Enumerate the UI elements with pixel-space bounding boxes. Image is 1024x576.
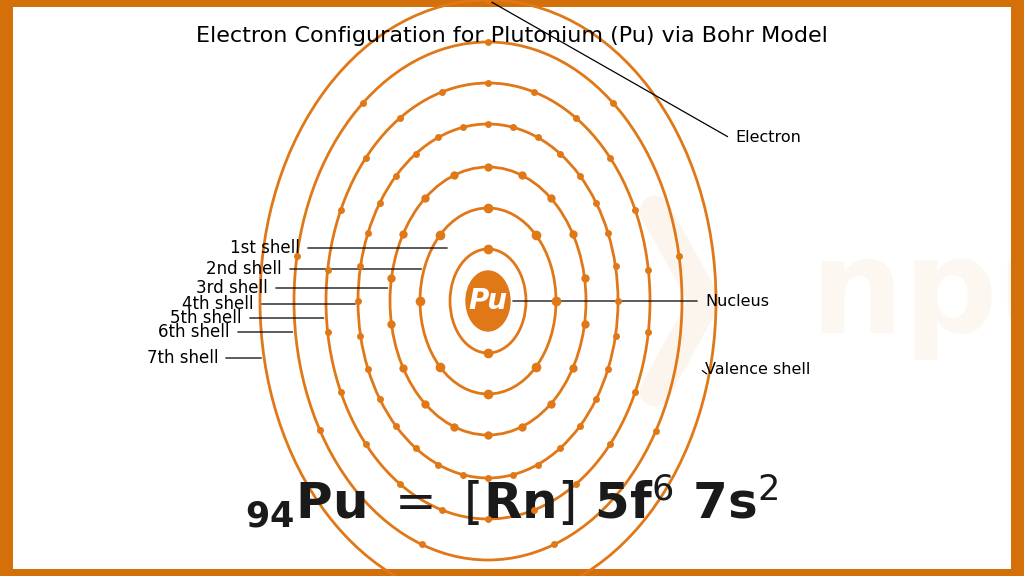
Text: 1st shell: 1st shell (230, 239, 300, 257)
Text: Valence shell: Valence shell (705, 362, 810, 377)
Ellipse shape (466, 271, 510, 331)
Text: 5th shell: 5th shell (171, 309, 242, 327)
Text: Electron: Electron (735, 131, 801, 146)
Text: 7th shell: 7th shell (146, 349, 218, 367)
Text: 6th shell: 6th shell (159, 323, 230, 341)
Text: 3rd shell: 3rd shell (197, 279, 268, 297)
Text: $\mathregular{_{94}}$Pu $=$ $[$Rn$]$ 5f$^6$ 7s$^2$: $\mathregular{_{94}}$Pu $=$ $[$Rn$]$ 5f$… (246, 472, 778, 530)
Text: 2nd shell: 2nd shell (207, 260, 282, 278)
Text: Electron Configuration for Plutonium (Pu) via Bohr Model: Electron Configuration for Plutonium (Pu… (196, 26, 828, 46)
Text: Pu: Pu (468, 287, 508, 315)
Text: Nucleus: Nucleus (705, 294, 769, 309)
Text: 4th shell: 4th shell (182, 295, 254, 313)
Text: nput: nput (810, 233, 1024, 359)
